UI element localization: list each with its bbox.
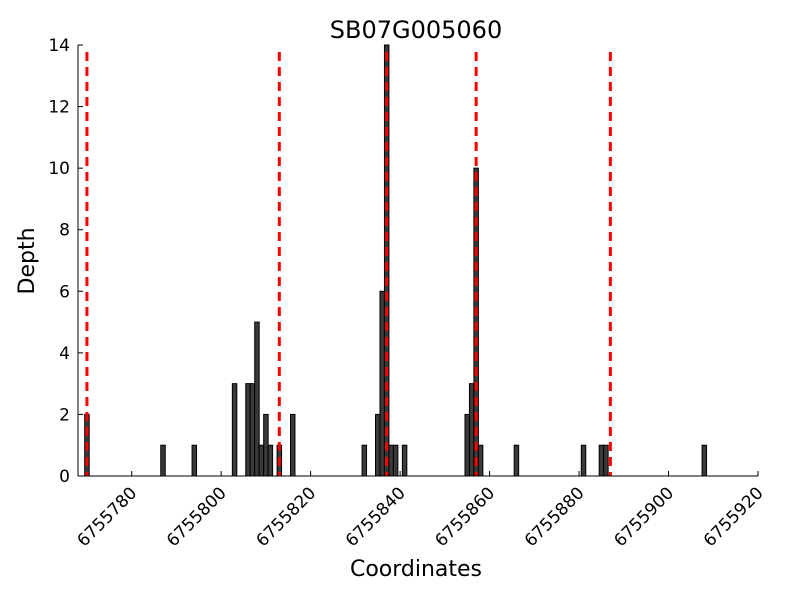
x-tick-label: 6755900 [610,483,678,551]
bar [361,444,368,477]
bar [245,383,251,477]
bar [598,444,605,477]
y-tick-label: 8 [59,221,70,241]
bar [477,444,484,477]
bar [603,444,609,477]
bar [580,444,587,477]
bar [160,444,166,477]
x-tick-label: 6755840 [342,483,410,551]
y-tick-label: 2 [59,405,70,425]
chart-title: SB07G005060 [330,16,502,44]
bar [258,444,265,477]
bar [383,44,390,477]
y-tick-label: 0 [59,467,70,487]
bar [191,444,198,477]
bar [701,444,708,477]
bar [263,413,269,477]
x-tick-label: 6755780 [74,483,142,551]
y-tick-label: 10 [48,159,70,179]
bar [401,444,408,477]
x-axis-label: Coordinates [350,557,482,582]
bar [464,413,470,477]
x-tick-label: 6755860 [431,483,499,551]
x-tick-label: 6755800 [163,483,231,551]
y-tick-label: 14 [48,36,70,56]
bar [231,383,238,477]
y-tick-label: 6 [59,282,70,302]
bar [290,413,296,477]
bar [267,444,274,477]
y-tick-label: 12 [48,98,70,118]
y-tick-label: 4 [59,344,70,364]
x-tick-label: 6755880 [521,483,589,551]
bar [254,321,260,477]
x-tick-label: 6755920 [700,483,768,551]
plot-area: 0 2 4 6 8 10 12 14 6755780 6755800 6755820 6755840 6… [48,36,767,551]
bar [379,290,385,477]
bar [468,383,475,477]
bar [375,413,381,477]
bar [513,444,520,477]
bar [388,444,394,477]
x-tick-label: 6755820 [252,483,320,551]
bar [392,444,399,477]
y-axis-label: Depth [15,227,40,294]
bar [249,383,256,477]
